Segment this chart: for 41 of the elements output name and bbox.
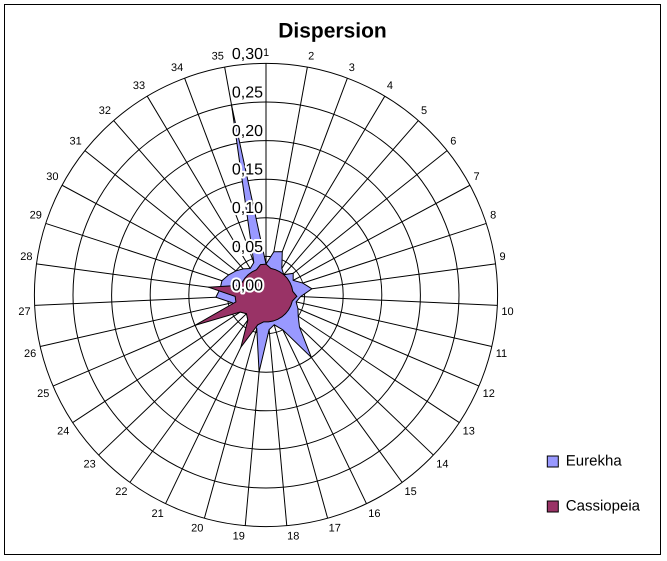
spoke-label: 18 xyxy=(287,530,300,542)
y-tick-label: 0,25 xyxy=(232,84,264,102)
spoke-label: 5 xyxy=(421,105,428,118)
spoke-label: 9 xyxy=(499,250,506,263)
spoke-label: 28 xyxy=(20,250,33,263)
spoke-label: 31 xyxy=(70,136,82,148)
spoke-label: 21 xyxy=(152,508,164,520)
spoke-label: 22 xyxy=(115,486,128,498)
legend-label: Eurekha xyxy=(566,452,622,470)
spoke-label: 15 xyxy=(404,486,417,498)
spoke-label: 34 xyxy=(170,62,184,74)
spoke-label: 3 xyxy=(348,62,355,74)
spoke-label: 26 xyxy=(24,348,36,360)
spoke-label: 1 xyxy=(262,46,270,59)
spoke-label: 30 xyxy=(46,170,59,183)
y-tick-label: 0,00 xyxy=(232,277,264,294)
spoke-label: 14 xyxy=(436,458,449,470)
spoke-label: 8 xyxy=(490,210,496,222)
spoke-label: 27 xyxy=(18,306,31,318)
spoke-label: 23 xyxy=(83,458,96,470)
spoke-label: 33 xyxy=(132,80,146,92)
spoke-label: 2 xyxy=(308,50,314,63)
spoke-label: 24 xyxy=(57,425,70,438)
spoke-label: 29 xyxy=(30,210,42,222)
spoke-label: 16 xyxy=(368,508,380,520)
spoke-label: 19 xyxy=(232,530,245,542)
spoke-label: 11 xyxy=(496,348,508,360)
spoke-label: 32 xyxy=(98,105,111,118)
spoke-label: 12 xyxy=(482,388,495,400)
chart-title: Dispersion xyxy=(278,19,387,42)
spoke-label: 13 xyxy=(462,425,475,438)
spoke-label: 6 xyxy=(450,136,456,148)
spoke-label: 7 xyxy=(473,170,480,183)
spoke-label: 35 xyxy=(212,50,224,63)
spoke-label: 17 xyxy=(328,522,341,535)
y-tick-label: 0,30 xyxy=(232,46,264,63)
spoke-label: 10 xyxy=(501,306,514,318)
spoke-label: 20 xyxy=(191,522,204,535)
legend-label: Cassiopeia xyxy=(566,498,641,515)
spoke-label: 25 xyxy=(37,388,50,400)
spoke-label: 4 xyxy=(386,80,393,92)
